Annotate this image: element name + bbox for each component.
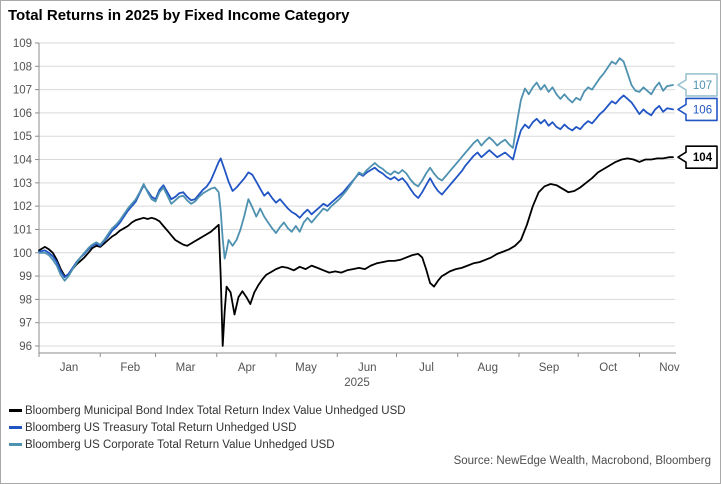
x-tick-label: Jul — [419, 362, 434, 374]
y-tick-label: 105 — [13, 131, 32, 143]
legend-item: Bloomberg Municipal Bond Index Total Ret… — [9, 402, 406, 419]
y-tick-label: 96 — [19, 341, 32, 353]
y-tick-label: 97 — [19, 318, 32, 330]
y-tick-label: 103 — [13, 178, 32, 190]
x-tick-label: Feb — [120, 362, 140, 374]
y-tick-label: 106 — [13, 108, 32, 120]
y-tick-label: 102 — [13, 201, 32, 213]
legend-swatch-icon — [9, 409, 22, 412]
x-tick-label: Jan — [60, 362, 79, 374]
legend-swatch-icon — [9, 426, 22, 429]
x-axis-year-label: 2025 — [344, 377, 370, 389]
end-value-callouts: 104 106 107 — [677, 73, 718, 170]
x-tick-label: Nov — [659, 362, 680, 374]
y-tick-label: 100 — [13, 248, 32, 260]
end-value-label: 107 — [693, 80, 712, 92]
x-tick-label: Jun — [358, 362, 377, 374]
end-value-callout — [677, 73, 718, 97]
series-lines — [38, 57, 674, 347]
legend-label: Bloomberg US Corporate Total Return Valu… — [25, 438, 335, 451]
series-line — [38, 57, 674, 282]
x-tick-label: Aug — [478, 362, 498, 374]
x-axis: Jan Feb Mar Apr May Jun Jul Aug Sep Oct Nov 2025 — [38, 352, 680, 389]
end-value-callout — [677, 97, 718, 122]
x-tick-label: Oct — [599, 362, 618, 374]
x-tick-label: Apr — [238, 362, 256, 374]
chart-title: Total Returns in 2025 by Fixed Income Ca… — [8, 7, 350, 24]
y-axis: 96 97 98 99 100 101 102 103 104 105 106 107 108 109 — [13, 38, 40, 353]
x-tick-label: Mar — [176, 362, 196, 374]
legend-swatch-icon — [9, 443, 22, 446]
end-value-label: 104 — [693, 152, 713, 164]
y-tick-label: 98 — [19, 294, 32, 306]
legend: Bloomberg Municipal Bond Index Total Ret… — [9, 402, 406, 453]
y-tick-label: 108 — [13, 61, 32, 73]
y-tick-label: 107 — [13, 85, 32, 97]
legend-item: Bloomberg US Corporate Total Return Valu… — [9, 436, 406, 453]
legend-item: Bloomberg US Treasury Total Return Unhed… — [9, 419, 406, 436]
end-value-callout — [677, 145, 718, 170]
end-value-label: 106 — [693, 104, 712, 116]
y-tick-label: 99 — [19, 271, 32, 283]
gridlines — [39, 42, 675, 347]
y-tick-label: 101 — [13, 224, 32, 236]
x-tick-label: May — [295, 362, 317, 374]
series-line — [38, 94, 674, 279]
y-tick-label: 109 — [13, 38, 32, 50]
source-label: Source: NewEdge Wealth, Macrobond, Bloom… — [453, 455, 711, 467]
legend-label: Bloomberg US Treasury Total Return Unhed… — [25, 421, 297, 434]
x-tick-label: Sep — [539, 362, 559, 374]
y-tick-label: 104 — [13, 155, 33, 167]
legend-label: Bloomberg Municipal Bond Index Total Ret… — [25, 404, 406, 417]
series-line — [38, 156, 674, 347]
